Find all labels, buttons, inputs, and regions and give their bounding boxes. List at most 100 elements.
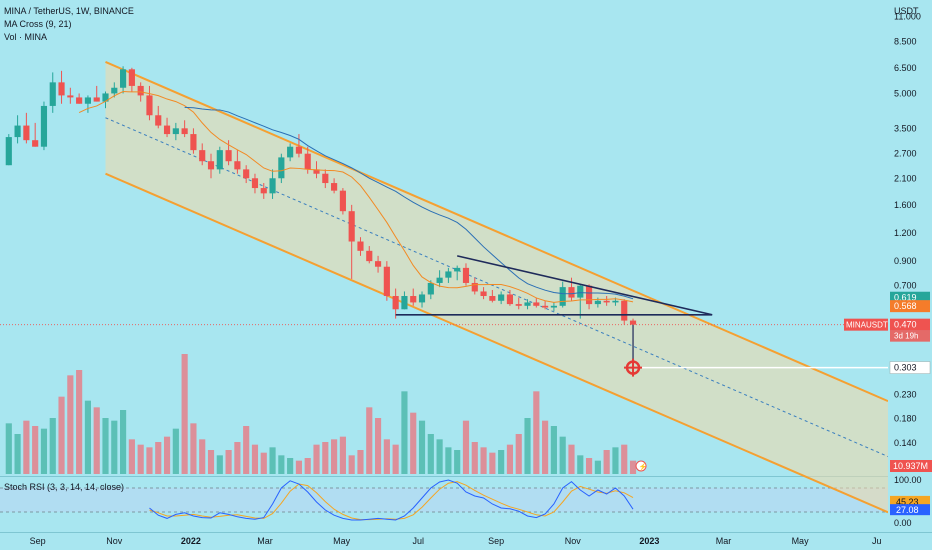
- rsi-band: [0, 488, 888, 512]
- candle-body: [225, 150, 232, 162]
- candle-body: [568, 287, 575, 298]
- candle-body: [348, 211, 355, 242]
- price-tick-label: 0.700: [894, 281, 917, 291]
- volume-bar: [410, 412, 417, 474]
- price-tick-label: 1.600: [894, 200, 917, 210]
- candle-body: [207, 161, 215, 170]
- volume-bar: [550, 426, 557, 474]
- volume-bar: [498, 450, 505, 474]
- volume-bar: [515, 434, 522, 474]
- candle-body: [155, 115, 162, 126]
- candle-body: [401, 296, 408, 310]
- volume-bar: [40, 428, 48, 474]
- volume-bar: [163, 436, 171, 474]
- volume-bar: [445, 447, 452, 474]
- candle-body: [498, 294, 505, 301]
- candle-body: [181, 128, 188, 135]
- candle-body: [304, 153, 311, 170]
- volume-bar: [401, 391, 408, 474]
- rsi-d-tag-label: 45.23: [896, 497, 919, 507]
- volume-bar: [295, 460, 303, 474]
- candle-body: [383, 266, 390, 297]
- volume-bar: [49, 418, 56, 474]
- countdown-label: 3d 19h: [894, 332, 918, 341]
- volume-bar: [32, 426, 39, 474]
- volume-bar: [629, 460, 637, 474]
- time-tick-label: Sep: [30, 536, 46, 546]
- volume-bar: [471, 442, 478, 474]
- volume-tag-label: 10.937M: [893, 461, 928, 471]
- price-tick-label: 11.000: [894, 11, 921, 21]
- rsi-tick-label: 0.00: [894, 518, 912, 528]
- candle-body: [577, 285, 584, 298]
- volume-bar: [366, 407, 373, 474]
- volume-bar: [594, 460, 601, 474]
- candle-body: [128, 69, 135, 86]
- channel-upper-line: [105, 61, 889, 403]
- volume-bar: [612, 447, 619, 474]
- volume-bar: [304, 458, 311, 474]
- candle-body: [111, 87, 118, 94]
- time-tick-label: 2022: [181, 536, 201, 546]
- candle-body: [374, 261, 382, 267]
- candle-body: [93, 97, 100, 102]
- volume-bar: [278, 455, 285, 474]
- triangle-upper-line: [457, 255, 713, 316]
- volume-bar: [506, 444, 514, 474]
- time-tick-label: May: [792, 536, 810, 546]
- time-tick-label: Sep: [488, 536, 504, 546]
- candle-body: [357, 241, 364, 251]
- candle-body: [243, 169, 250, 179]
- price-tick-label: 0.900: [894, 256, 917, 266]
- candle-body: [163, 125, 171, 135]
- volume-bar: [436, 439, 443, 474]
- candle-body: [612, 300, 619, 303]
- countdown-tag: [890, 330, 930, 342]
- candle-body: [120, 69, 127, 88]
- price-tick-label: 0.230: [894, 390, 917, 400]
- stoch-rsi-label[interactable]: Stoch RSI (3, 3, 14, 14, close): [4, 482, 125, 492]
- volume-bar: [621, 444, 628, 474]
- volume-bar: [67, 375, 74, 474]
- volume-bar: [172, 428, 179, 474]
- candle-body: [550, 305, 557, 308]
- volume-bar: [331, 439, 338, 474]
- volume-bar: [357, 450, 364, 474]
- time-tick-label: Ju: [872, 536, 882, 546]
- candle-body: [67, 95, 74, 98]
- candle-body: [102, 93, 109, 102]
- ma-cross-label[interactable]: MA Cross (9, 21): [4, 19, 72, 29]
- price-tick-label: 1.200: [894, 228, 917, 238]
- volume-bar: [269, 447, 276, 474]
- candle-body: [339, 190, 346, 212]
- candle-body: [146, 95, 153, 116]
- candle-body: [366, 250, 373, 262]
- price-tick-label: 0.180: [894, 414, 917, 424]
- volume-bar: [207, 450, 215, 474]
- time-tick-label: Nov: [565, 536, 582, 546]
- price-tag-0.470: [890, 318, 930, 331]
- candle-body: [454, 267, 461, 272]
- volume-bar: [489, 452, 496, 474]
- price-tag-label: 0.619: [894, 293, 917, 303]
- candle-body: [621, 300, 628, 321]
- volume-bar: [603, 450, 610, 474]
- rsi-tick-label: 100.00: [894, 475, 922, 485]
- volume-label[interactable]: Vol · MINA: [4, 32, 48, 42]
- volume-bar: [374, 418, 382, 474]
- volume-bar: [111, 420, 118, 474]
- volume-bar: [84, 400, 91, 474]
- chart-title: MINA / TetherUS, 1W, BINANCE: [4, 6, 134, 16]
- price-tag-label: 0.568: [894, 301, 917, 311]
- price-tick-label: 6.500: [894, 63, 917, 73]
- volume-bar: [542, 420, 549, 474]
- candle-body: [410, 296, 417, 303]
- channel-median-line: [105, 117, 889, 458]
- volume-bar: [322, 442, 329, 474]
- candle-body: [40, 105, 48, 147]
- volume-bar: [243, 426, 250, 474]
- volume-bar: [524, 418, 531, 474]
- candle-body: [190, 134, 197, 151]
- candle-body: [251, 178, 259, 189]
